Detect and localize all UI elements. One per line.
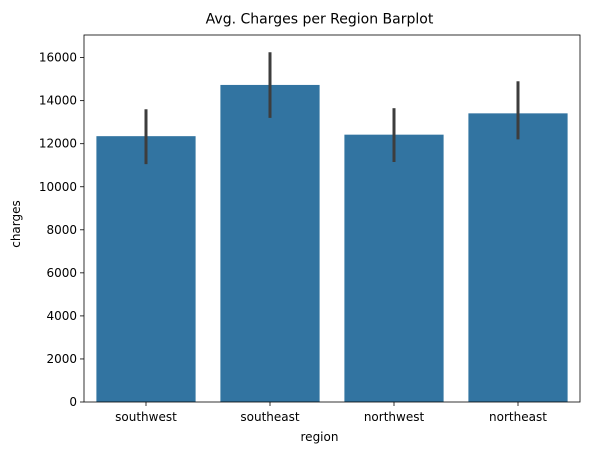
x-tick-label-southeast: southeast [240,410,299,424]
y-tick-label-16000: 16000 [39,51,77,65]
bar-southwest [96,136,196,402]
y-tick-label-14000: 14000 [39,94,77,108]
bar-northwest [344,134,444,403]
y-tick-label-6000: 6000 [46,266,77,280]
bar-northeast [468,113,568,402]
x-tick-label-southwest: southwest [115,410,177,424]
plot-area: southwest southeast northwest northeast 0 200… [39,34,581,424]
bar-southeast [220,84,320,402]
axes-frame [83,34,581,403]
x-tick-label-northeast: northeast [489,410,547,424]
y-tick-label-4000: 4000 [46,309,77,323]
y-tick-label-12000: 12000 [39,137,77,151]
y-tick-label-0: 0 [69,395,77,409]
x-axis-label: region [301,430,339,444]
y-tick-label-2000: 2000 [46,352,77,366]
y-axis-label: charges [9,200,23,248]
x-tick-label-northwest: northwest [364,410,425,424]
y-tick-label-10000: 10000 [39,180,77,194]
chart-title: Avg. Charges per Region Barplot [206,12,434,28]
y-tick-label-8000: 8000 [46,223,77,237]
